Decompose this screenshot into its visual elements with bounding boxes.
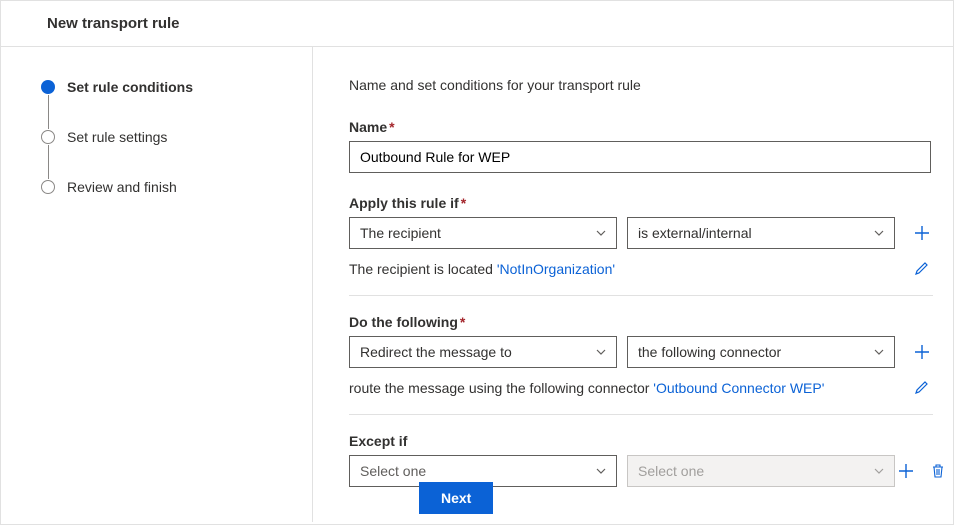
step-set-settings[interactable]: Set rule settings: [41, 129, 312, 145]
step-label: Set rule settings: [67, 129, 167, 145]
do-label: Do the following*: [349, 314, 935, 330]
wizard-frame: New transport rule Set rule conditions S…: [0, 0, 954, 525]
name-label: Name*: [349, 119, 935, 135]
step-set-conditions[interactable]: Set rule conditions: [41, 79, 312, 95]
section-divider: [349, 295, 933, 296]
delete-exception-button[interactable]: [927, 460, 949, 482]
chevron-down-icon: [594, 226, 608, 240]
wizard-body: Set rule conditions Set rule settings Re…: [1, 47, 953, 522]
step-connector: [48, 145, 49, 179]
apply-label-text: Apply this rule if: [349, 195, 459, 211]
steps-sidebar: Set rule conditions Set rule settings Re…: [1, 47, 313, 522]
do-hint: route the message using the following co…: [349, 380, 824, 396]
apply-hint-link: 'NotInOrganization': [497, 261, 615, 277]
step-indicator: [41, 130, 55, 144]
except-value-select: Select one: [627, 455, 895, 487]
add-condition-button[interactable]: [911, 222, 933, 244]
plus-icon: [913, 224, 931, 242]
step-label: Review and finish: [67, 179, 177, 195]
required-asterisk: *: [389, 119, 394, 135]
select-value: Select one: [638, 463, 704, 479]
do-hint-prefix: route the message using the following co…: [349, 380, 653, 396]
apply-value-select[interactable]: is external/internal: [627, 217, 895, 249]
do-label-text: Do the following: [349, 314, 458, 330]
next-button[interactable]: Next: [419, 482, 493, 514]
except-label: Except if: [349, 433, 935, 449]
chevron-down-icon: [872, 345, 886, 359]
chevron-down-icon: [594, 464, 608, 478]
do-action-select[interactable]: Redirect the message to: [349, 336, 617, 368]
step-review-finish[interactable]: Review and finish: [41, 179, 312, 195]
apply-label: Apply this rule if*: [349, 195, 935, 211]
do-hint-link: 'Outbound Connector WEP': [653, 380, 824, 396]
select-value: is external/internal: [638, 225, 752, 241]
edit-condition-button[interactable]: [911, 257, 933, 279]
edit-action-button[interactable]: [911, 376, 933, 398]
chevron-down-icon: [872, 226, 886, 240]
required-asterisk: *: [460, 314, 465, 330]
plus-icon: [897, 462, 915, 480]
pencil-icon: [914, 260, 930, 276]
chevron-down-icon: [594, 345, 608, 359]
except-label-text: Except if: [349, 433, 407, 449]
apply-hint-prefix: The recipient is located: [349, 261, 497, 277]
add-exception-button[interactable]: [895, 460, 917, 482]
add-action-button[interactable]: [911, 341, 933, 363]
main-panel: Name and set conditions for your transpo…: [313, 47, 953, 522]
step-connector: [48, 95, 49, 129]
step-indicator: [41, 180, 55, 194]
section-divider: [349, 414, 933, 415]
do-target-select[interactable]: the following connector: [627, 336, 895, 368]
select-value: Redirect the message to: [360, 344, 512, 360]
step-label: Set rule conditions: [67, 79, 193, 95]
except-section: Except if Select one Select one: [349, 433, 935, 487]
chevron-down-icon: [872, 464, 886, 478]
select-value: the following connector: [638, 344, 781, 360]
select-value: Select one: [360, 463, 426, 479]
trash-icon: [930, 463, 946, 479]
pencil-icon: [914, 379, 930, 395]
name-section: Name*: [349, 119, 935, 173]
apply-condition-select[interactable]: The recipient: [349, 217, 617, 249]
select-value: The recipient: [360, 225, 441, 241]
name-label-text: Name: [349, 119, 387, 135]
apply-section: Apply this rule if* The recipient is ext…: [349, 195, 935, 296]
step-indicator-active: [41, 80, 55, 94]
do-section: Do the following* Redirect the message t…: [349, 314, 935, 415]
wizard-title: New transport rule: [1, 1, 953, 47]
panel-intro: Name and set conditions for your transpo…: [349, 77, 935, 93]
plus-icon: [913, 343, 931, 361]
apply-hint: The recipient is located 'NotInOrganizat…: [349, 261, 615, 277]
name-input[interactable]: [349, 141, 931, 173]
required-asterisk: *: [461, 195, 466, 211]
